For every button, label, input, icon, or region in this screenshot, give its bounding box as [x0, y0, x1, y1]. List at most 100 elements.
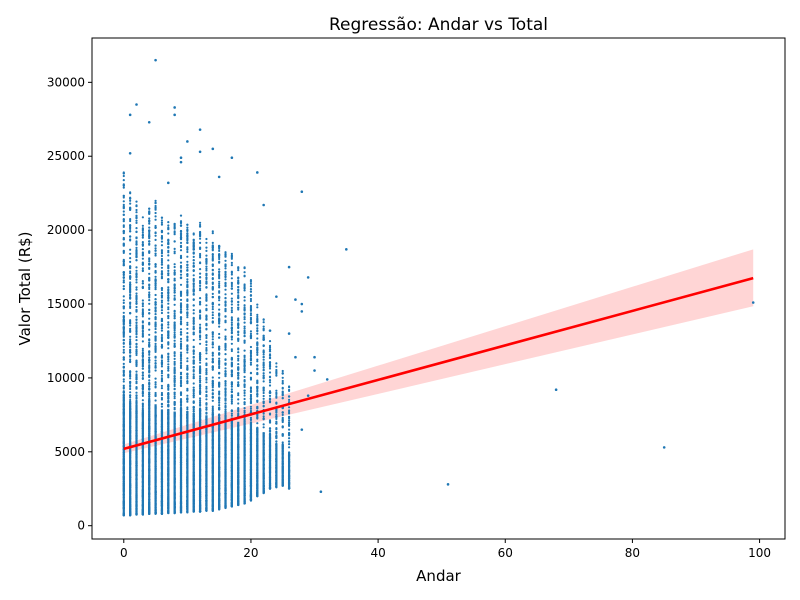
data-point: [186, 348, 189, 351]
data-point: [141, 234, 144, 237]
data-point: [237, 376, 240, 379]
data-point: [122, 342, 125, 345]
data-point: [262, 388, 265, 391]
data-point: [135, 297, 138, 300]
data-point: [224, 402, 227, 405]
data-point: [154, 238, 157, 241]
data-point: [129, 275, 132, 278]
data-point: [249, 294, 253, 297]
data-point: [148, 287, 151, 291]
data-point: [122, 262, 125, 265]
data-point: [129, 208, 132, 211]
data-point: [186, 389, 189, 392]
data-point: [148, 258, 151, 261]
data-point: [218, 384, 221, 387]
data-point: [249, 387, 253, 390]
data-point: [167, 291, 170, 294]
data-point: [186, 228, 189, 231]
data-point: [148, 296, 151, 299]
data-point: [243, 287, 246, 290]
data-point: [205, 299, 208, 302]
data-point: [211, 302, 214, 305]
data-point: [154, 206, 157, 209]
data-point: [160, 398, 164, 401]
data-point: [167, 376, 170, 379]
data-point: [186, 299, 189, 303]
data-point: [224, 408, 227, 411]
data-point: [186, 247, 189, 251]
data-point: [179, 316, 183, 319]
data-point: [249, 321, 253, 324]
data-point: [179, 293, 183, 296]
data-point: [262, 423, 265, 426]
data-point: [249, 309, 253, 312]
data-point: [230, 323, 233, 326]
data-point: [211, 384, 214, 388]
data-point: [211, 335, 214, 338]
data-point: [262, 372, 265, 375]
data-point: [179, 403, 183, 406]
data-point: [141, 363, 144, 366]
data-point: [186, 327, 189, 330]
data-point: [249, 363, 253, 366]
data-point: [230, 400, 233, 403]
data-point: [211, 288, 214, 291]
data-point: [148, 222, 151, 225]
data-point: [224, 270, 227, 273]
data-point: [230, 300, 233, 303]
data-point: [135, 353, 138, 357]
data-point: [268, 340, 272, 343]
data-point: [224, 353, 227, 356]
data-point: [268, 394, 272, 397]
data-point: [173, 286, 176, 289]
data-point: [160, 266, 164, 269]
data-point: [249, 400, 253, 403]
data-point: [186, 332, 189, 335]
data-point: [192, 269, 195, 272]
data-point: [186, 406, 189, 409]
data-point: [205, 246, 208, 249]
data-point: [230, 375, 233, 378]
data-point: [160, 336, 164, 339]
data-point: [179, 320, 183, 323]
data-point: [211, 342, 214, 345]
data-point: [173, 317, 176, 320]
data-point: [122, 225, 125, 228]
data-point: [230, 388, 233, 391]
data-point: [256, 360, 259, 363]
data-point: [268, 433, 272, 436]
data-point: [148, 395, 151, 398]
data-point: [167, 296, 170, 299]
data-point: [218, 280, 221, 283]
data-point: [148, 262, 151, 265]
data-point: [148, 293, 151, 296]
data-point: [243, 383, 246, 386]
data-point: [135, 308, 138, 311]
data-point: [167, 330, 170, 333]
data-point: [179, 345, 183, 348]
data-point: [237, 301, 240, 304]
data-point: [141, 302, 144, 306]
data-point: [122, 194, 125, 197]
data-point: [243, 403, 246, 406]
data-point: [129, 224, 132, 227]
data-point: [122, 210, 125, 213]
data-point: [154, 282, 157, 285]
data-point: [224, 278, 227, 281]
data-point: [186, 255, 189, 258]
data-point: [160, 387, 164, 390]
data-point: [167, 317, 170, 320]
data-point: [205, 403, 208, 406]
data-point: [135, 318, 138, 321]
data-point: [160, 326, 164, 330]
data-point: [205, 314, 208, 317]
data-point: [154, 252, 157, 255]
data-point: [129, 330, 132, 333]
data-point: [148, 361, 151, 364]
data-point: [179, 384, 183, 388]
data-point: [148, 266, 151, 269]
data-point: [262, 412, 265, 415]
data-point: [122, 311, 125, 314]
data-point: [141, 392, 144, 395]
data-point: [211, 264, 214, 268]
